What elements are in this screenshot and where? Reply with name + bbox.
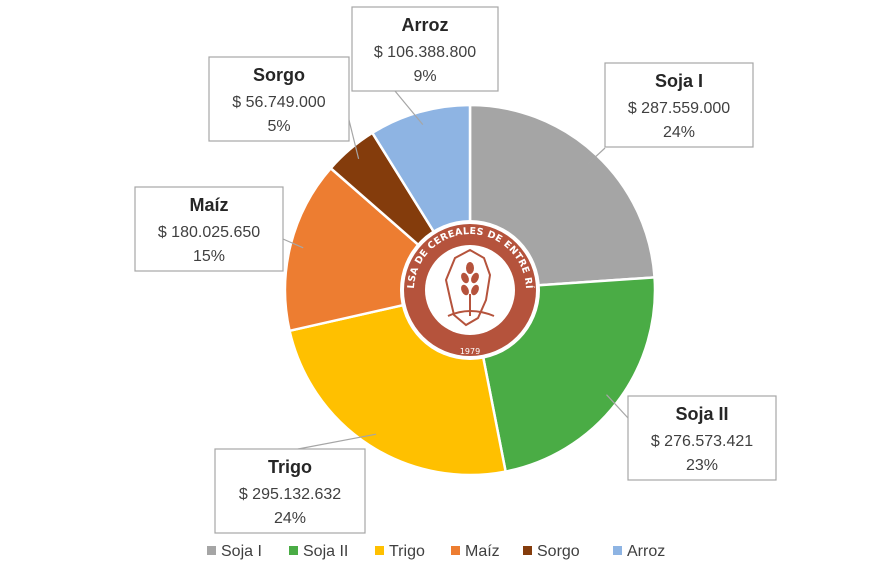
legend-item-sorgo: Sorgo xyxy=(523,543,580,560)
callout-percent-label: 24% xyxy=(663,124,695,141)
callout-category-label: Soja I xyxy=(655,71,703,91)
logo-inner-disc xyxy=(425,245,515,335)
callout-arroz: Arroz $ 106.388.800 9% xyxy=(351,6,499,92)
callout-trigo: Trigo $ 295.132.632 24% xyxy=(214,448,366,534)
callout-category-label: Arroz xyxy=(401,15,448,35)
legend-swatch xyxy=(523,546,532,555)
callout-soja-ii: Soja II $ 276.573.421 23% xyxy=(627,395,777,481)
legend-label: Soja II xyxy=(303,543,348,560)
callout-value-label: $ 56.749.000 xyxy=(232,94,326,111)
leader-line-soja-ii xyxy=(606,394,629,419)
legend-swatch xyxy=(207,546,216,555)
callout-category-label: Maíz xyxy=(189,195,228,215)
callout-box xyxy=(134,186,284,272)
leader-line-soja-i xyxy=(586,147,606,165)
legend-label: Soja I xyxy=(221,543,262,560)
callout-value-label: $ 106.388.800 xyxy=(374,44,476,61)
callout-value-label: $ 180.025.650 xyxy=(158,224,260,241)
callout-value-label: $ 276.573.421 xyxy=(651,433,753,450)
leader-line-sorgo xyxy=(348,119,360,160)
wheat-icon xyxy=(461,262,479,316)
callout-value-label: $ 287.559.000 xyxy=(628,100,730,117)
logo-year: 1979 xyxy=(460,347,480,356)
legend-item-soja-i: Soja I xyxy=(207,543,262,560)
leader-line-trigo xyxy=(297,433,377,450)
callout-percent-label: 23% xyxy=(686,457,718,474)
callout-percent-label: 24% xyxy=(274,510,306,527)
callout-percent-label: 5% xyxy=(267,118,290,135)
legend: Soja I Soja II Trigo Maíz Sorgo Arroz xyxy=(207,543,665,560)
callout-box xyxy=(208,56,350,142)
legend-item-trigo: Trigo xyxy=(375,543,425,560)
legend-swatch xyxy=(289,546,298,555)
legend-item-soja-ii: Soja II xyxy=(289,543,348,560)
callout-percent-label: 9% xyxy=(413,68,436,85)
callout-percent-label: 15% xyxy=(193,248,225,265)
callout-value-label: $ 295.132.632 xyxy=(239,486,341,503)
callout-category-label: Soja II xyxy=(675,404,728,424)
province-map-icon xyxy=(444,248,492,327)
callout-soja-i: Soja I $ 287.559.000 24% xyxy=(604,62,754,148)
callout-category-label: Sorgo xyxy=(253,65,305,85)
legend-item-maiz: Maíz xyxy=(451,543,500,560)
callout-box xyxy=(214,448,366,534)
leader-lines xyxy=(282,90,629,450)
callout-maiz: Maíz $ 180.025.650 15% xyxy=(134,186,284,272)
legend-swatch xyxy=(613,546,622,555)
legend-label: Trigo xyxy=(389,543,425,560)
legend-item-arroz: Arroz xyxy=(613,543,665,560)
callout-category-label: Trigo xyxy=(268,457,312,477)
legend-swatch xyxy=(375,546,384,555)
leader-line-maiz xyxy=(282,238,304,249)
callout-box xyxy=(627,395,777,481)
legend-label: Arroz xyxy=(627,543,665,560)
callout-box xyxy=(351,6,499,92)
legend-label: Maíz xyxy=(465,543,500,560)
logo-river-line xyxy=(447,310,495,317)
callout-sorgo: Sorgo $ 56.749.000 5% xyxy=(208,56,350,142)
legend-label: Sorgo xyxy=(537,543,580,560)
leader-line-arroz xyxy=(394,90,424,125)
callout-box xyxy=(604,62,754,148)
legend-swatch xyxy=(451,546,460,555)
data-callouts: Soja I $ 287.559.000 24% Soja II $ 276.573.4… xyxy=(134,6,777,534)
